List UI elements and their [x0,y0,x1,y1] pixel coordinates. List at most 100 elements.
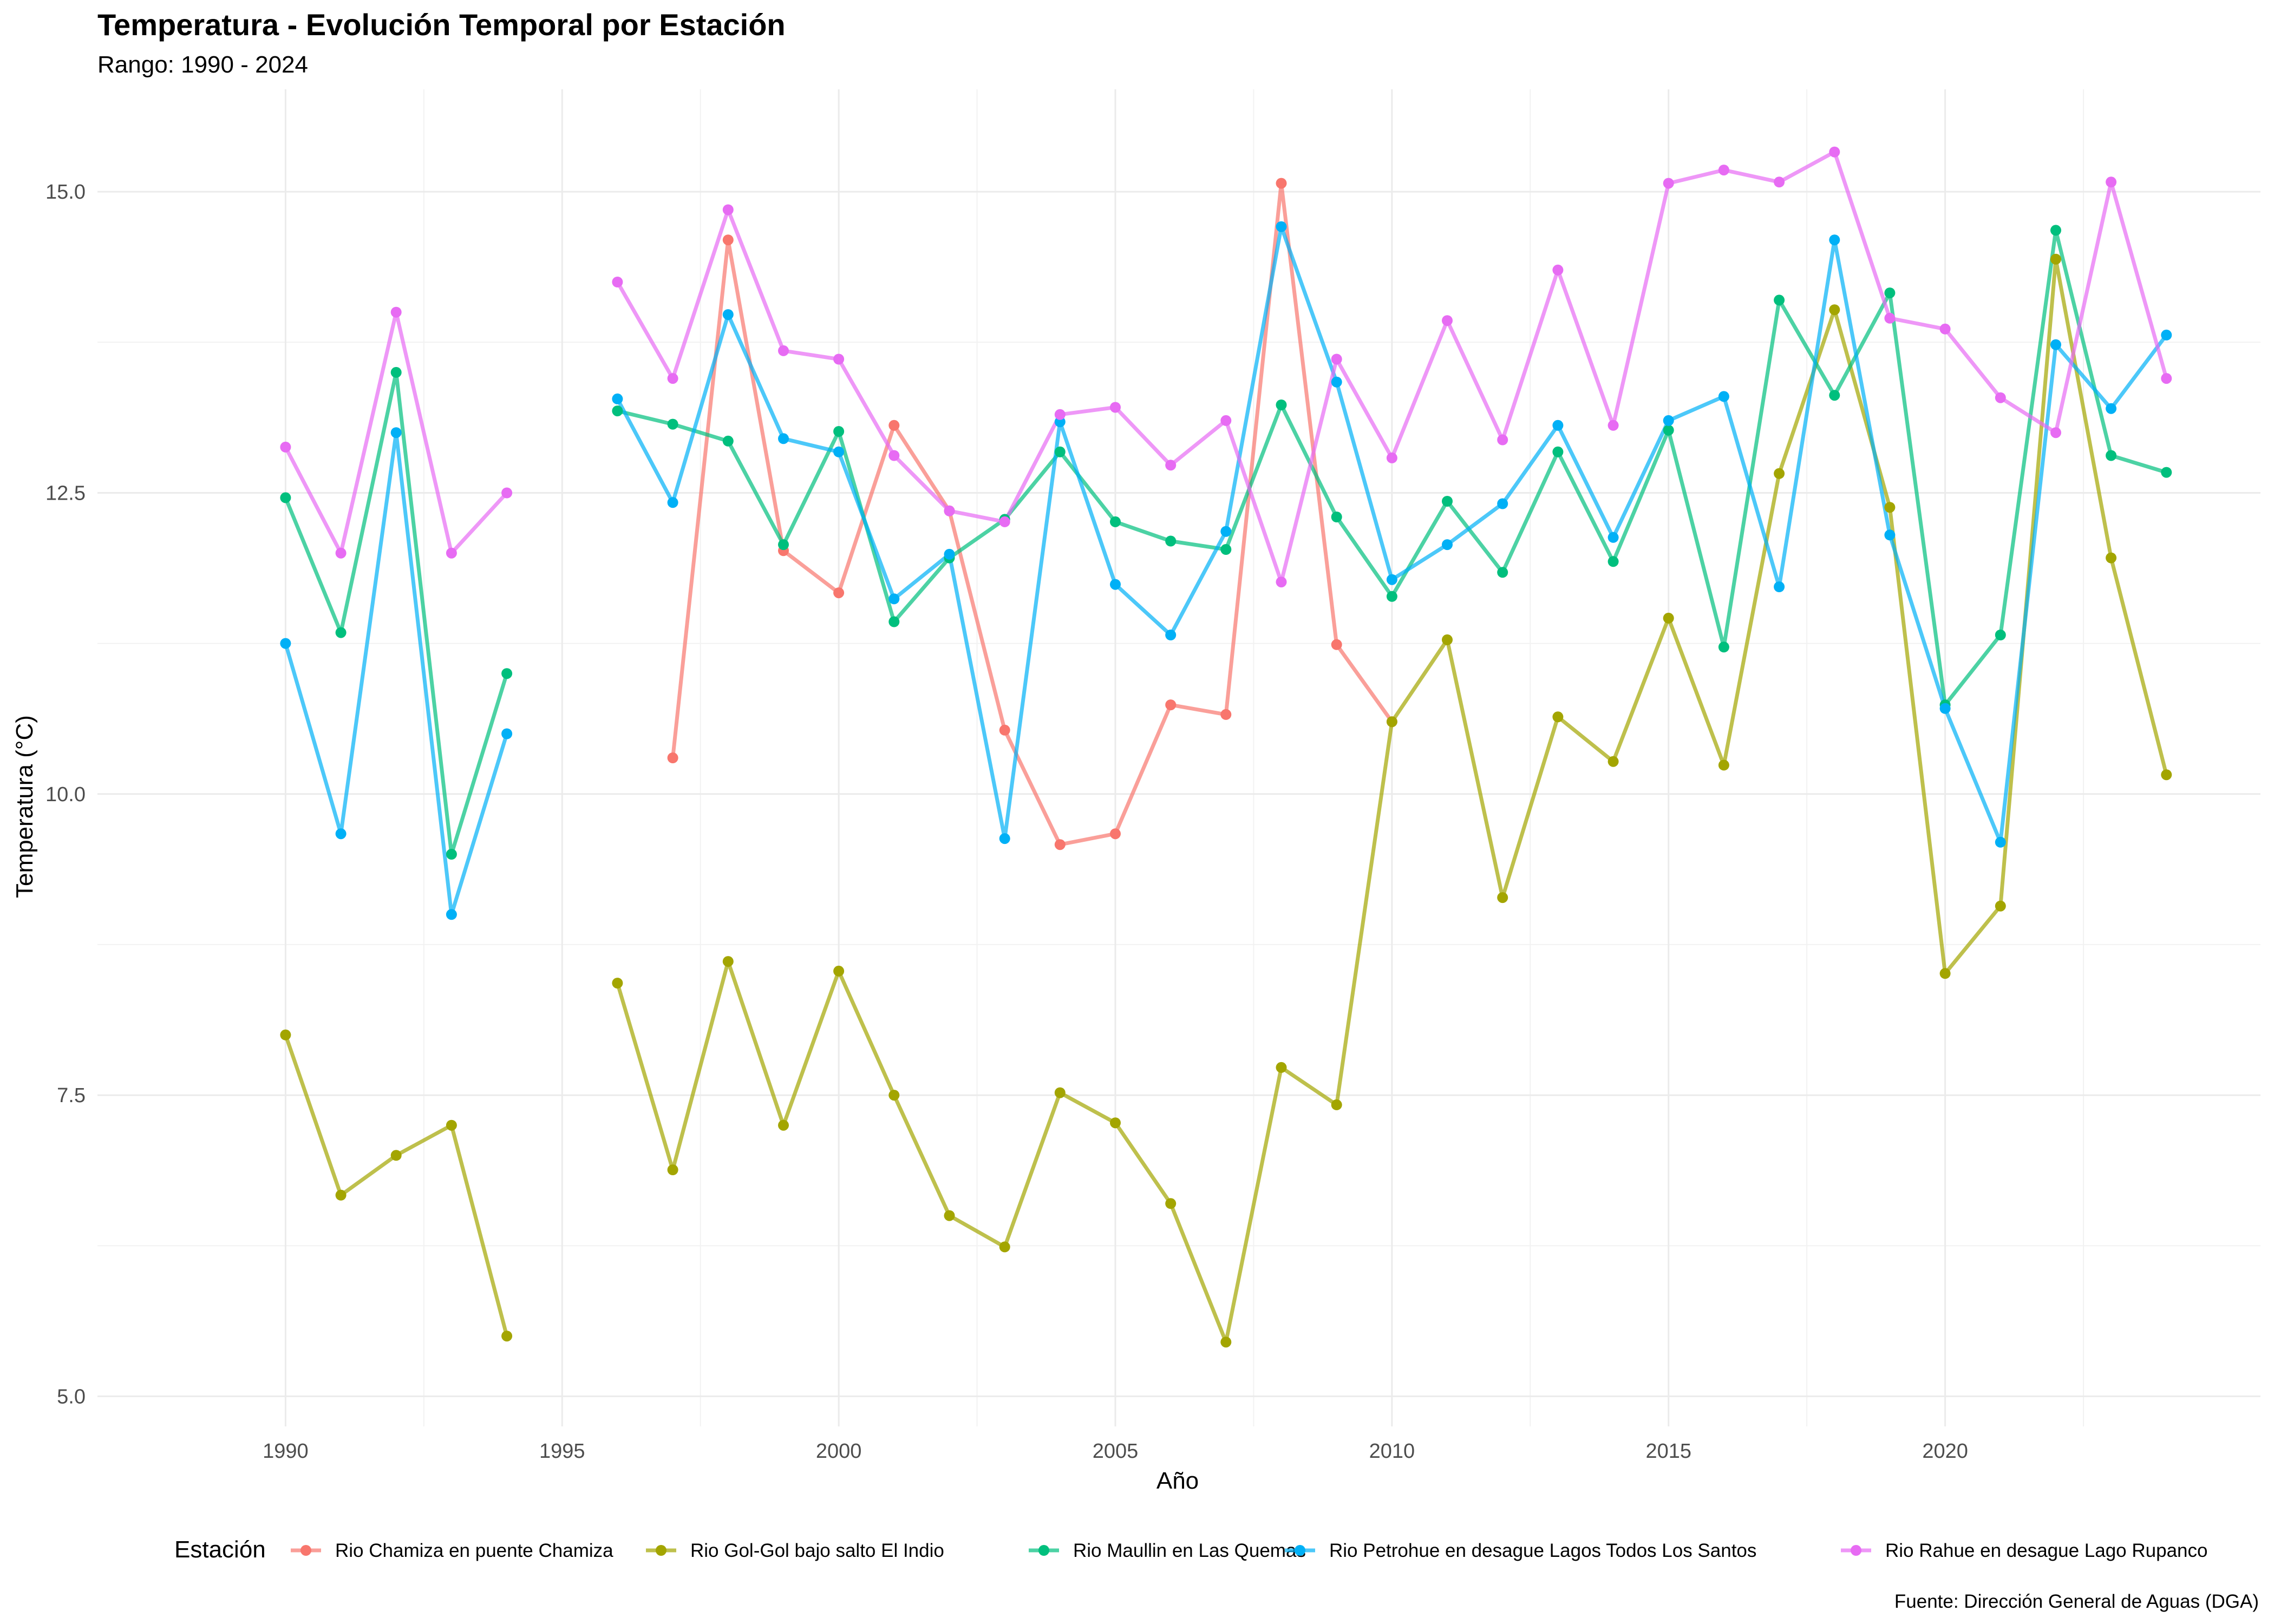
data-point [501,1331,513,1342]
data-point [667,752,678,763]
legend-label: Rio Rahue en desague Lago Rupanco [1885,1540,2207,1561]
data-point [1829,146,1840,158]
data-point [1110,1117,1121,1129]
data-point [833,587,845,599]
data-point [280,638,291,649]
data-point [2161,769,2172,781]
data-point [1220,544,1232,555]
data-point [722,234,734,246]
data-point [778,539,789,551]
data-point [280,1029,291,1040]
y-tick-label: 10.0 [45,783,86,806]
data-point [1442,539,1453,551]
data-point [390,427,402,438]
data-point [2161,467,2172,478]
legend: Estación Rio Chamiza en puente Chamiza Ri… [174,1536,2207,1563]
data-point [722,435,734,447]
data-point [1718,165,1729,176]
data-point [1884,287,1896,299]
data-point [1608,556,1619,567]
data-point [999,1241,1010,1253]
data-point [1442,315,1453,326]
data-point [1663,424,1674,436]
data-point [1552,446,1564,457]
data-point [1165,1198,1177,1209]
data-point [833,965,845,977]
data-point [1884,529,1896,541]
data-point [1608,756,1619,767]
data-point [1331,353,1342,365]
data-point [888,1090,900,1101]
data-point [1663,178,1674,189]
data-point [1608,532,1619,543]
data-point [667,373,678,384]
data-point [1386,452,1397,463]
data-point [1110,516,1121,527]
data-point [2050,253,2061,265]
legend-key-point [1295,1545,1305,1556]
chart-subtitle: Rango: 1990 - 2024 [97,51,308,78]
data-point [2161,373,2172,384]
data-point [1939,323,1951,335]
data-point [1718,391,1729,402]
data-point [1497,434,1508,446]
data-point [1995,392,2006,403]
data-point [667,418,678,430]
y-tick-label: 15.0 [45,181,86,204]
x-tick-label: 2020 [1922,1440,1968,1463]
data-point [1663,612,1674,624]
data-point [1497,892,1508,903]
series-points [280,146,2172,1348]
series-lines [283,150,2168,1344]
data-point [722,204,734,215]
data-point [1939,703,1951,714]
data-point [1276,577,1287,588]
data-point [1386,716,1397,728]
data-point [1386,574,1397,585]
data-point [944,505,955,516]
data-point [1386,591,1397,602]
data-point [2161,329,2172,340]
data-point [612,393,623,404]
x-tick-label: 2005 [1093,1440,1139,1463]
data-point [1774,468,1785,479]
data-point [1054,839,1066,850]
x-tick-label: 2000 [816,1440,862,1463]
data-point [1165,630,1177,640]
data-point [390,366,402,378]
series-line [671,181,1394,847]
legend-key-point [300,1545,311,1556]
data-point [667,1164,678,1175]
data-point [1829,304,1840,316]
data-point [1718,641,1729,653]
data-point [1442,634,1453,645]
data-point [888,420,900,431]
data-point [1718,759,1729,771]
data-point [1939,968,1951,979]
data-point [1829,234,1840,246]
data-point [446,1119,457,1131]
data-point [1276,178,1287,189]
data-point [1995,836,2006,848]
data-point [501,487,513,499]
data-point [335,547,347,559]
data-point [280,441,291,453]
legend-label: Rio Chamiza en puente Chamiza [335,1540,613,1561]
data-point [335,627,347,638]
data-point [833,446,845,457]
data-point [722,956,734,967]
chart-title: Temperatura - Evolución Temporal por Est… [97,8,786,42]
data-point [612,405,623,417]
data-point [1995,900,2006,912]
data-point [1110,828,1121,840]
y-tick-label: 12.5 [45,482,86,505]
data-point [1774,581,1785,592]
data-point [1884,502,1896,513]
data-point [1276,221,1287,232]
data-point [280,492,291,503]
data-point [612,277,623,287]
data-point [778,1119,789,1131]
data-point [335,1189,347,1201]
data-point [335,828,347,840]
